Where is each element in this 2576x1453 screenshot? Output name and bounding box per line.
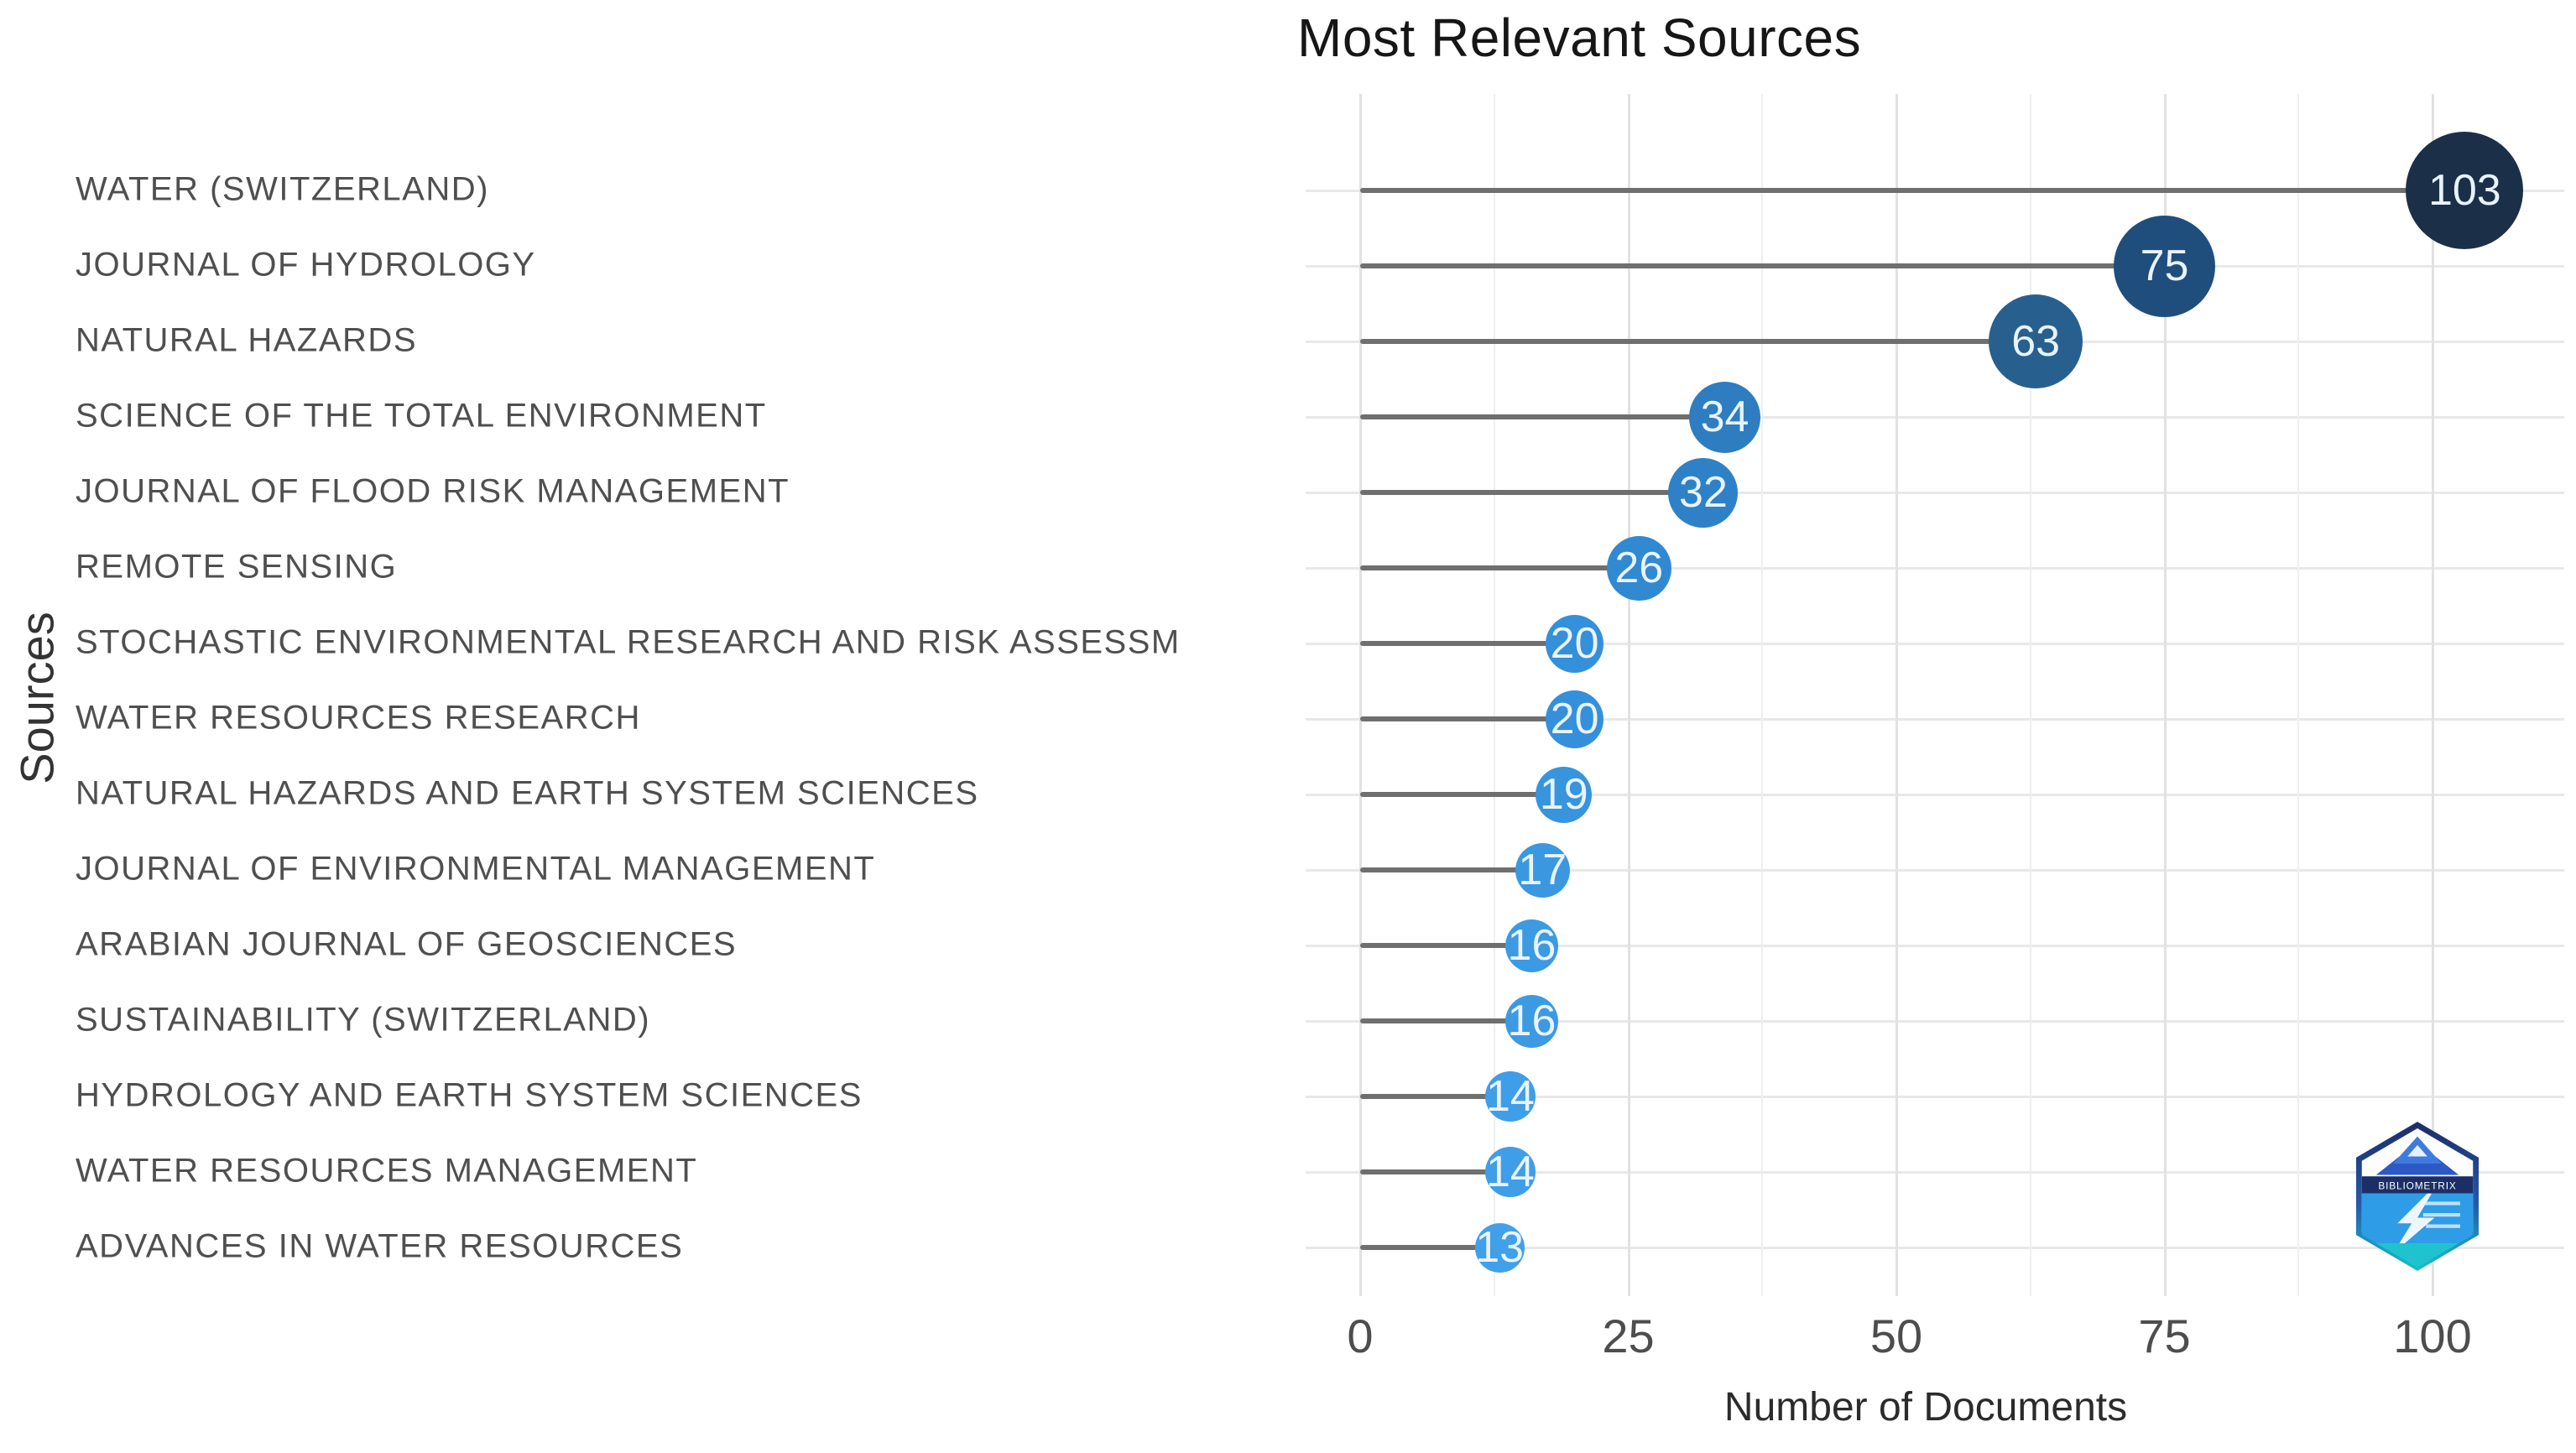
x-tick-label: 25 xyxy=(1602,1310,1655,1362)
minor-gridline xyxy=(1493,94,1495,1296)
lollipop-stem xyxy=(1360,414,1725,419)
plot-panel: 103 75 63 34 32 26 20 20 19 17 16 16 14 14 13 xyxy=(1306,94,2564,1296)
lollipop-stem xyxy=(1360,1018,1532,1023)
data-point-value: 63 xyxy=(2011,317,2061,366)
lollipop-stem xyxy=(1360,565,1640,570)
minor-gridline xyxy=(2029,94,2031,1296)
logo-banner xyxy=(2361,1176,2474,1194)
lollipop-stem xyxy=(1360,943,1532,948)
data-point-bubble: 17 xyxy=(1515,842,1570,898)
major-gridline xyxy=(1627,94,1630,1296)
data-point-bubble: 26 xyxy=(1606,535,1671,601)
major-gridline xyxy=(1895,94,1898,1296)
x-axis-title: Number of Documents xyxy=(1723,1385,2128,1430)
data-point-value: 20 xyxy=(1550,619,1599,668)
lollipop-stem xyxy=(1360,490,1703,495)
logo-lightning-bolt-icon xyxy=(2393,1193,2435,1253)
minor-gridline xyxy=(1761,94,1764,1296)
chart-title: Most Relevant Sources xyxy=(1297,8,1862,68)
row-gridline xyxy=(1306,794,2564,796)
category-label: HYDROLOGY AND EARTH SYSTEM SCIENCES xyxy=(76,1076,863,1114)
category-label: WATER RESOURCES MANAGEMENT xyxy=(76,1152,698,1190)
category-label: WATER (SWITZERLAND) xyxy=(76,170,489,208)
logo-snowcap-icon xyxy=(2407,1144,2427,1157)
category-label: SCIENCE OF THE TOTAL ENVIRONMENT xyxy=(76,397,767,435)
category-label: STOCHASTIC ENVIRONMENTAL RESEARCH AND RI… xyxy=(76,623,1181,661)
x-tick-label: 50 xyxy=(1869,1310,1923,1362)
data-point-value: 16 xyxy=(1507,921,1557,970)
category-label: NATURAL HAZARDS AND EARTH SYSTEM SCIENCE… xyxy=(76,774,979,812)
data-point-bubble: 16 xyxy=(1504,994,1558,1048)
row-gridline xyxy=(1306,718,2564,721)
y-axis-title: Sources xyxy=(10,612,64,784)
category-label: JOURNAL OF FLOOD RISK MANAGEMENT xyxy=(76,472,790,510)
category-label: ADVANCES IN WATER RESOURCES xyxy=(76,1227,684,1265)
data-point-bubble: 75 xyxy=(2114,215,2215,317)
x-tick-label: 75 xyxy=(2138,1310,2191,1362)
row-gridline xyxy=(1306,492,2564,494)
data-point-value: 103 xyxy=(2427,166,2501,215)
row-gridline xyxy=(1306,1247,2564,1249)
data-point-bubble: 19 xyxy=(1536,766,1593,823)
lollipop-stem xyxy=(1360,263,2165,268)
major-gridline xyxy=(2432,94,2434,1296)
lollipop-stem xyxy=(1360,716,1575,721)
data-point-bubble: 20 xyxy=(1546,614,1604,673)
major-gridline xyxy=(2163,94,2167,1296)
data-point-value: 20 xyxy=(1550,695,1599,743)
row-gridline xyxy=(1306,869,2564,872)
lollipop-stem xyxy=(1360,1094,1510,1099)
x-tick-label: 0 xyxy=(1347,1310,1374,1362)
data-point-bubble: 14 xyxy=(1484,1071,1536,1122)
data-point-bubble: 34 xyxy=(1689,381,1761,453)
data-point-value: 19 xyxy=(1539,770,1588,819)
row-gridline xyxy=(1306,1096,2564,1098)
data-point-value: 17 xyxy=(1518,846,1567,894)
data-point-value: 16 xyxy=(1507,997,1557,1045)
row-gridline xyxy=(1306,1171,2564,1174)
row-gridline xyxy=(1306,1020,2564,1023)
lollipop-stem xyxy=(1360,339,2036,344)
row-gridline xyxy=(1306,945,2564,947)
data-point-bubble: 14 xyxy=(1484,1147,1536,1197)
category-label: WATER RESOURCES RESEARCH xyxy=(76,699,641,737)
logo-banner-text: BIBLIOMETRIX xyxy=(2378,1180,2456,1192)
lollipop-stem xyxy=(1360,641,1575,646)
data-point-value: 34 xyxy=(1700,393,1749,441)
bibliometrix-logo: BIBLIOMETRIX xyxy=(2355,1122,2480,1271)
lollipop-stem xyxy=(1360,1169,1510,1174)
data-point-bubble: 13 xyxy=(1474,1222,1525,1273)
data-point-value: 75 xyxy=(2140,242,2189,290)
x-tick-label: 100 xyxy=(2393,1310,2472,1362)
category-label: REMOTE SENSING xyxy=(76,548,398,586)
category-label: JOURNAL OF HYDROLOGY xyxy=(76,246,536,284)
data-point-bubble: 63 xyxy=(1989,294,2083,388)
category-label: NATURAL HAZARDS xyxy=(76,321,417,359)
row-gridline xyxy=(1306,416,2564,419)
data-point-value: 14 xyxy=(1485,1148,1535,1196)
major-gridline xyxy=(1359,94,1362,1296)
minor-gridline xyxy=(2297,94,2300,1296)
data-point-value: 14 xyxy=(1485,1072,1535,1121)
row-gridline xyxy=(1306,567,2564,570)
data-point-value: 26 xyxy=(1614,544,1664,592)
row-gridline xyxy=(1306,643,2564,645)
category-label: ARABIAN JOURNAL OF GEOSCIENCES xyxy=(76,925,738,963)
data-point-bubble: 20 xyxy=(1546,690,1604,748)
category-label: JOURNAL OF ENVIRONMENTAL MANAGEMENT xyxy=(76,850,876,888)
data-point-value: 32 xyxy=(1679,468,1728,517)
data-point-value: 13 xyxy=(1475,1223,1525,1272)
lollipop-stem xyxy=(1360,1245,1500,1250)
lollipop-stem xyxy=(1360,792,1564,797)
data-point-bubble: 16 xyxy=(1504,919,1558,972)
logo-stripes-icon xyxy=(2420,1201,2460,1228)
lollipop-stem xyxy=(1360,867,1543,872)
category-label: SUSTAINABILITY (SWITZERLAND) xyxy=(76,1001,651,1039)
data-point-bubble: 32 xyxy=(1668,457,1739,528)
lollipop-stem xyxy=(1360,188,2465,193)
data-point-bubble: 103 xyxy=(2406,132,2524,249)
